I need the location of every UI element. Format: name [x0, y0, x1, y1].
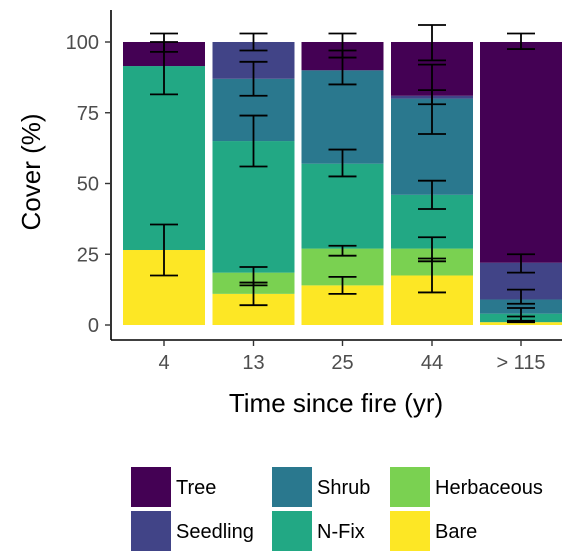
legend: Tree Shrub Herbaceous Seedling N-Fix Bare [131, 467, 543, 551]
bar-n-fix-4 [123, 66, 205, 251]
legend-item-bare: Bare [390, 511, 477, 551]
x-axis-title: Time since fire (yr) [229, 388, 443, 418]
y-axis-title: Cover (%) [16, 113, 46, 230]
legend-swatch-tree [131, 467, 171, 507]
y-tick-label-100: 100 [66, 32, 99, 54]
x-tick-label-115: > 115 [496, 352, 545, 374]
bar-shrub-115 [480, 299, 562, 314]
error-bar-tree-44 [418, 24, 446, 62]
error-bar-herbaceous-25 [328, 244, 357, 257]
error-bar-tree-4 [150, 32, 178, 53]
error-bar-seedling-44 [418, 89, 446, 106]
legend-swatch-bare [390, 511, 430, 551]
error-bar-herbaceous-13 [239, 266, 268, 287]
error-bar-tree-25 [328, 32, 357, 59]
legend-swatch-n-fix [272, 511, 312, 551]
error-bar-bare-25 [328, 275, 357, 295]
error-bar-seedling-115 [507, 253, 535, 274]
legend-item-herbaceous: Herbaceous [390, 467, 543, 507]
legend-label-shrub: Shrub [317, 477, 370, 499]
legend-item-tree: Tree [131, 467, 216, 507]
bar-bare-115 [480, 322, 562, 325]
error-bar-bare-4 [150, 223, 178, 277]
error-bar-herbaceous-44 [418, 236, 446, 263]
error-bars-layer [150, 24, 535, 324]
legend-label-seedling: Seedling [176, 521, 254, 543]
legend-item-seedling: Seedling [131, 511, 254, 551]
x-ticks: 4 13 25 44 > 115 [158, 340, 546, 374]
bar-n-fix-25 [301, 163, 384, 249]
error-bar-tree-115 [507, 32, 535, 50]
legend-swatch-shrub [272, 467, 312, 507]
error-bar-shrub-115 [507, 288, 535, 305]
error-bar-shrub-13 [239, 60, 268, 97]
bar-tree-115 [480, 42, 562, 263]
legend-label-n-fix: N-Fix [317, 521, 365, 543]
x-tick-label-13: 13 [242, 352, 264, 374]
y-tick-label-25: 25 [77, 244, 99, 266]
legend-label-bare: Bare [435, 521, 477, 543]
legend-swatch-seedling [131, 511, 171, 551]
legend-label-herbaceous: Herbaceous [435, 477, 543, 499]
y-tick-label-0: 0 [88, 315, 99, 337]
error-bar-n-fix-13 [239, 114, 268, 168]
legend-swatch-herbaceous [390, 467, 430, 507]
error-bar-seedling-13 [239, 32, 268, 52]
bar-shrub-25 [301, 70, 384, 164]
legend-item-shrub: Shrub [272, 467, 370, 507]
error-bar-n-fix-25 [328, 148, 357, 178]
axes-layer [110, 10, 562, 341]
y-tick-label-75: 75 [77, 103, 99, 125]
y-tick-label-50: 50 [77, 174, 99, 196]
legend-label-tree: Tree [176, 477, 216, 499]
x-tick-label-25: 25 [331, 352, 353, 374]
x-tick-label-44: 44 [421, 352, 443, 374]
x-tick-label-4: 4 [158, 352, 169, 374]
error-bar-n-fix-115 [507, 307, 535, 322]
y-ticks: 0 25 50 75 100 [66, 32, 111, 337]
error-bar-n-fix-44 [418, 179, 446, 210]
legend-item-n-fix: N-Fix [272, 511, 365, 551]
